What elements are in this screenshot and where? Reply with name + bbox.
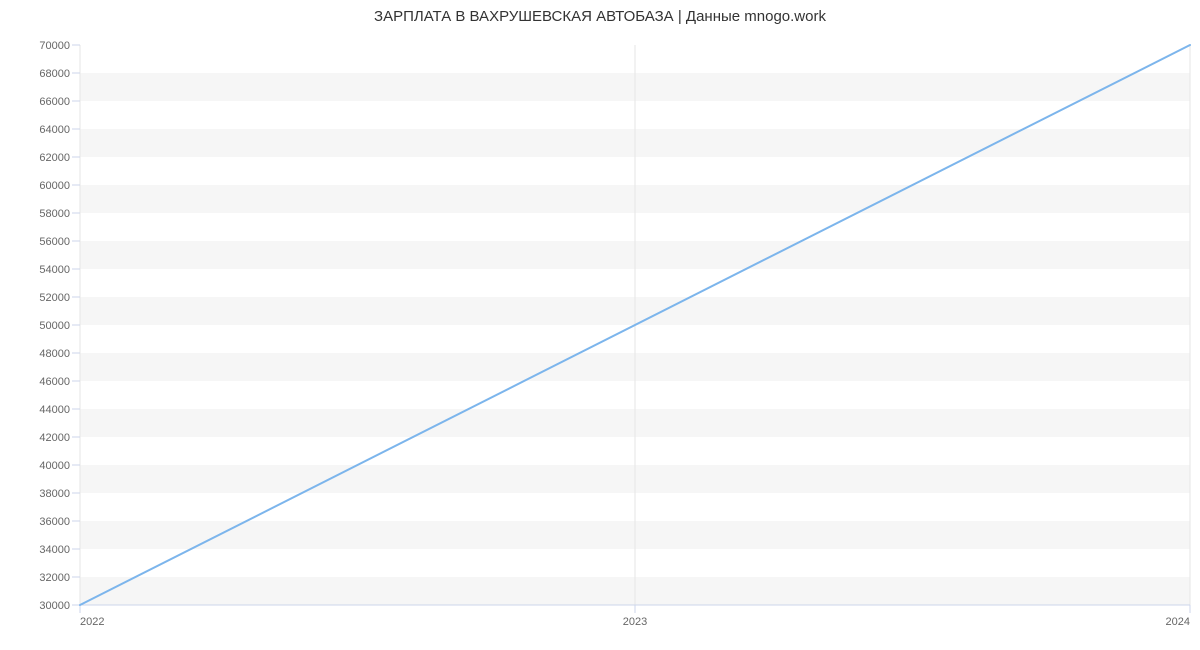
svg-text:48000: 48000: [39, 348, 70, 360]
svg-text:62000: 62000: [39, 152, 70, 164]
svg-text:56000: 56000: [39, 236, 70, 248]
svg-text:44000: 44000: [39, 404, 70, 416]
svg-text:60000: 60000: [39, 180, 70, 192]
svg-text:36000: 36000: [39, 516, 70, 528]
svg-text:64000: 64000: [39, 124, 70, 136]
chart-svg: 30000 32000 34000 36000 38000 40000 42000 44000…: [0, 0, 1200, 650]
svg-text:58000: 58000: [39, 208, 70, 220]
svg-text:42000: 42000: [39, 432, 70, 444]
svg-text:54000: 54000: [39, 264, 70, 276]
svg-text:52000: 52000: [39, 292, 70, 304]
svg-text:46000: 46000: [39, 376, 70, 388]
svg-text:38000: 38000: [39, 488, 70, 500]
svg-text:32000: 32000: [39, 572, 70, 584]
svg-text:2022: 2022: [80, 616, 104, 628]
svg-text:30000: 30000: [39, 600, 70, 612]
svg-text:50000: 50000: [39, 320, 70, 332]
svg-text:2023: 2023: [623, 616, 647, 628]
chart-title: ЗАРПЛАТА В ВАХРУШЕВСКАЯ АВТОБАЗА | Данны…: [0, 8, 1200, 25]
svg-text:2024: 2024: [1166, 616, 1190, 628]
svg-text:66000: 66000: [39, 96, 70, 108]
svg-text:70000: 70000: [39, 40, 70, 52]
salary-line-chart: ЗАРПЛАТА В ВАХРУШЕВСКАЯ АВТОБАЗА | Данны…: [0, 0, 1200, 650]
svg-text:34000: 34000: [39, 544, 70, 556]
svg-text:68000: 68000: [39, 68, 70, 80]
svg-text:40000: 40000: [39, 460, 70, 472]
